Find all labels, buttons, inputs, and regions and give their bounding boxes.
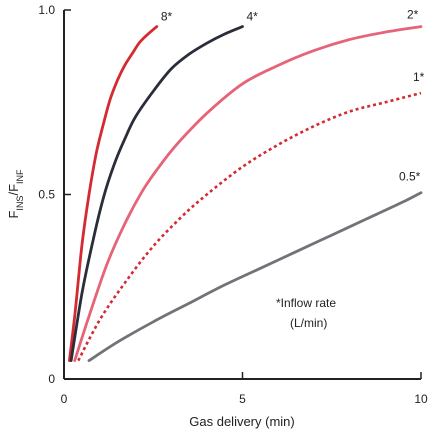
series-labels: 8* 4* 2* 1* 0.5*	[161, 8, 425, 184]
series-line-5	[87, 191, 423, 362]
series-line-4	[77, 91, 422, 362]
y-tick-label: 1.0	[38, 3, 55, 17]
y-tick-label: 0	[48, 372, 55, 386]
series-line-3	[73, 25, 423, 362]
y-tick-label: 0.5	[38, 188, 55, 202]
series-line-1	[68, 25, 159, 362]
series-line-2	[69, 25, 244, 362]
series-label-4: 1*	[413, 70, 425, 84]
series-label-5: 0.5*	[399, 170, 421, 184]
x-axis-title: Gas delivery (min)	[189, 414, 294, 429]
x-tick-label: 10	[414, 392, 428, 406]
x-tick-label: 0	[61, 392, 68, 406]
y-axis-title: FINS/FINF	[6, 169, 25, 219]
series-label-1: 8*	[161, 10, 173, 24]
annotation-inflow-rate: *Inflow rate	[276, 296, 336, 310]
axes	[63, 10, 421, 380]
series-label-2: 4*	[247, 10, 259, 24]
x-tick-label: 5	[239, 392, 246, 406]
ticks: 0 5 10 0 0.5 1.0	[38, 3, 428, 406]
annotation-units: (L/min)	[290, 316, 327, 330]
series-label-3: 2*	[407, 8, 419, 22]
series-layer	[68, 25, 423, 362]
